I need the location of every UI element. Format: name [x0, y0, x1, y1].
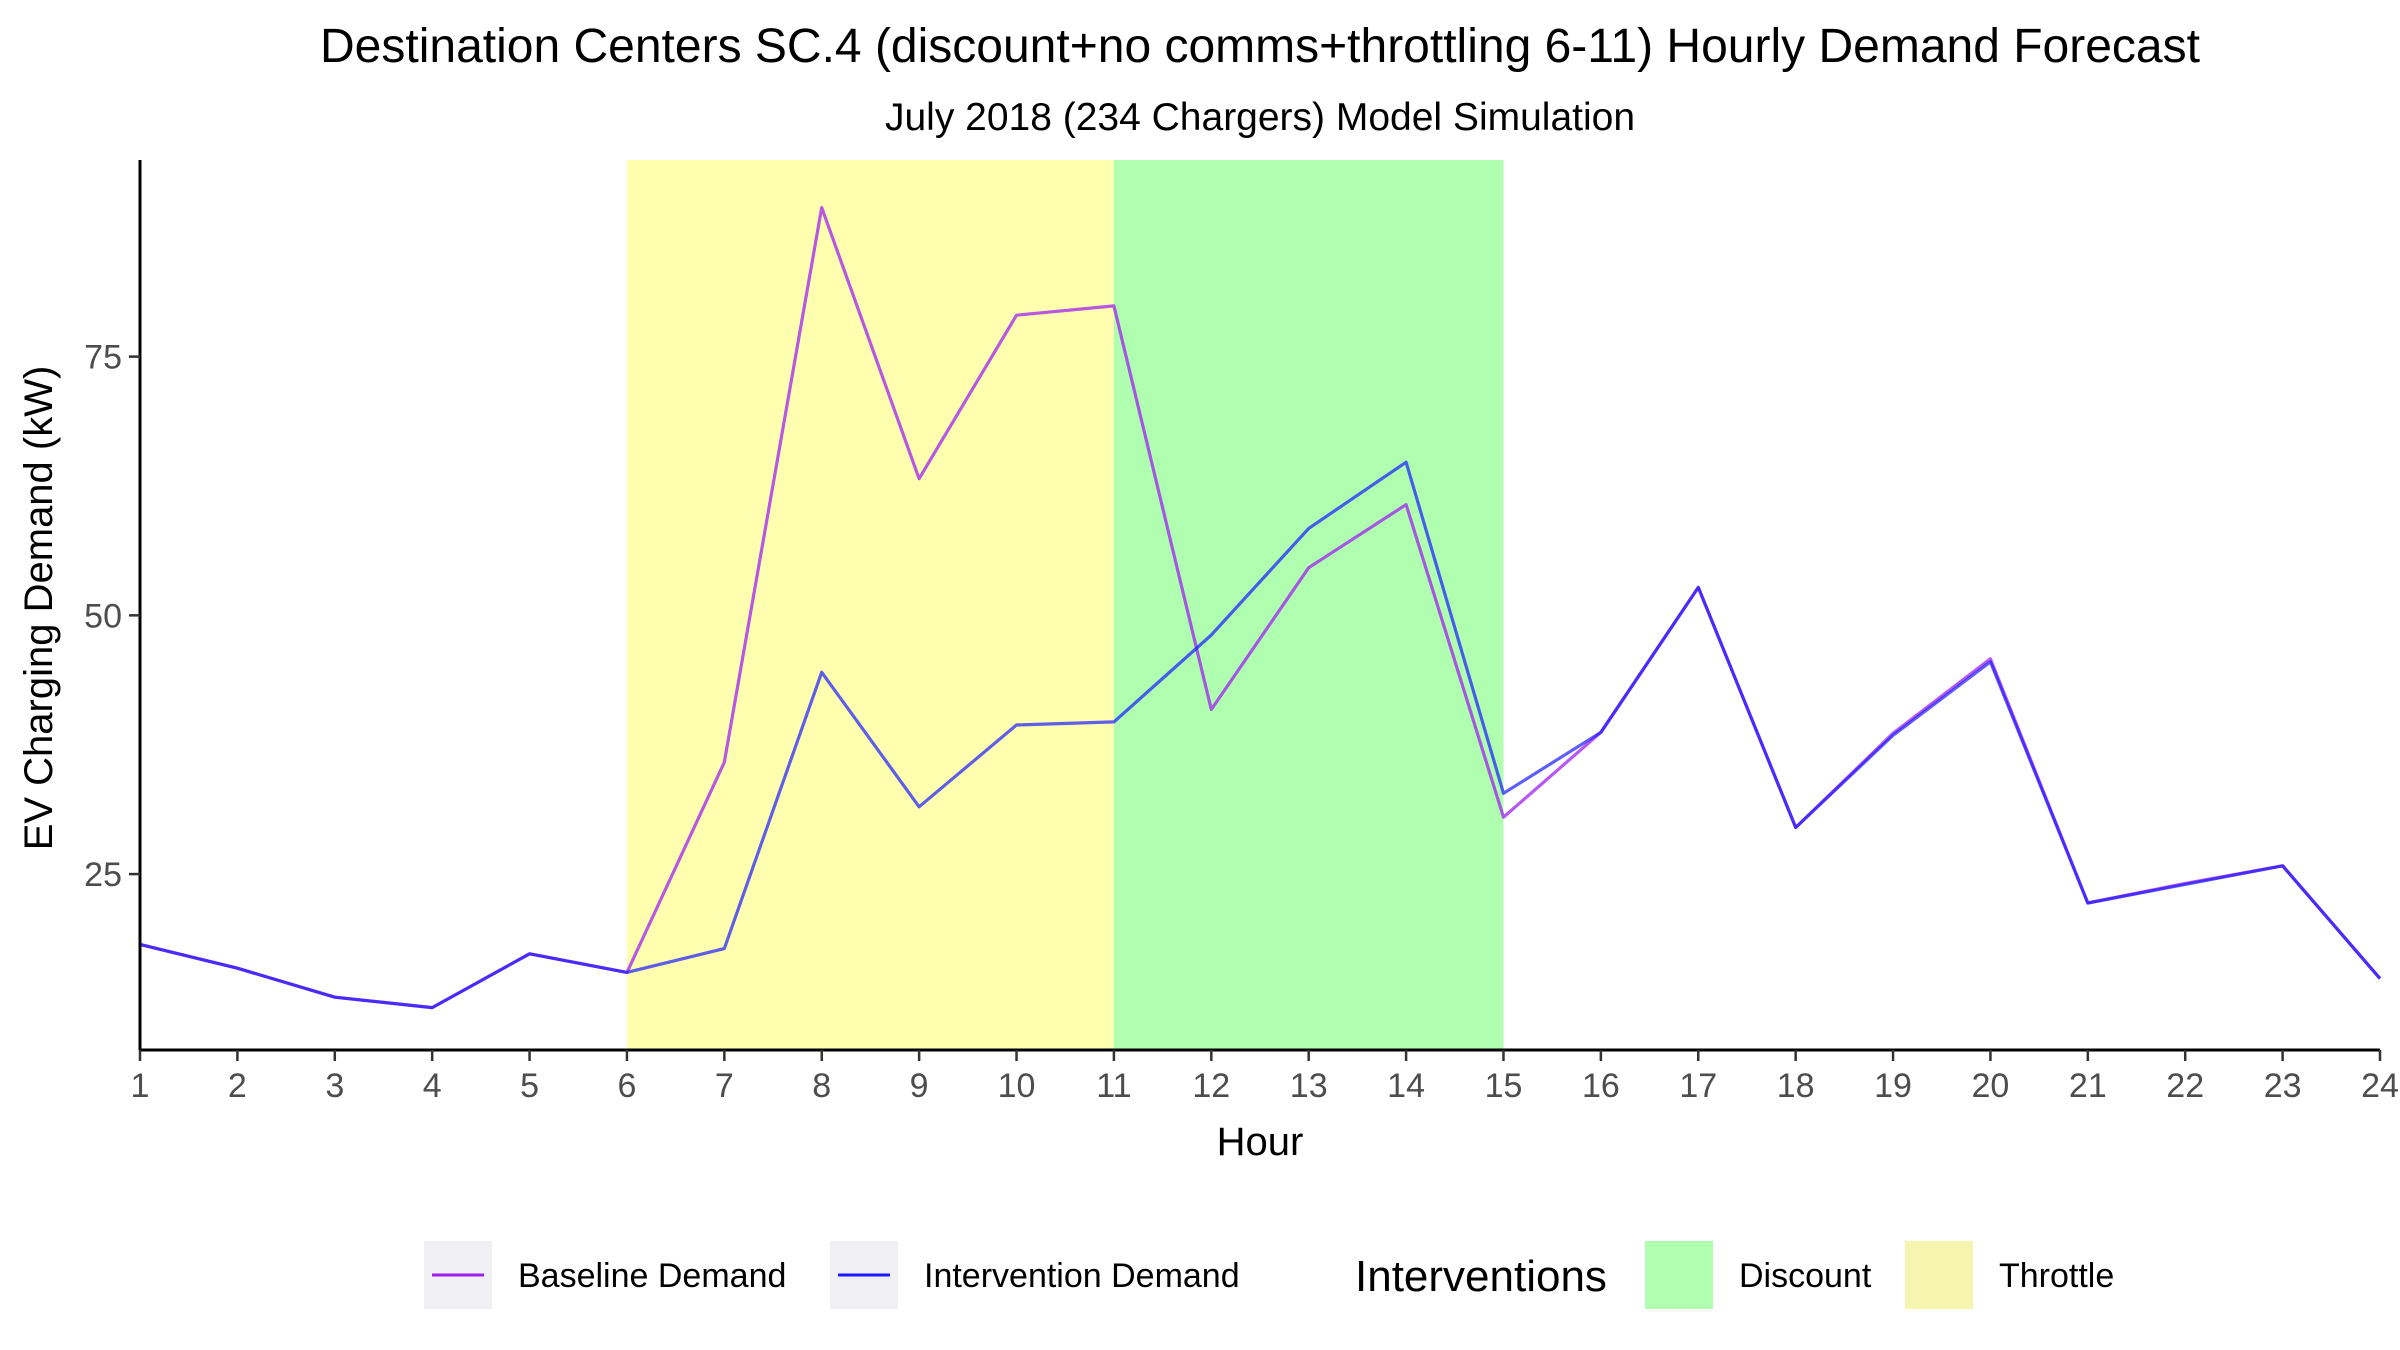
x-tick-label: 18 — [1777, 1067, 1815, 1105]
region-discount — [1113, 160, 1504, 1050]
x-tick-label: 17 — [1679, 1067, 1717, 1105]
x-tick-label: 19 — [1874, 1067, 1912, 1105]
x-tick-label: 10 — [998, 1067, 1036, 1105]
x-tick-label: 7 — [715, 1067, 734, 1105]
x-tick-label: 11 — [1096, 1067, 1131, 1105]
y-tick-label: 25 — [84, 856, 122, 894]
x-tick-label: 5 — [520, 1067, 539, 1105]
x-tick-label: 8 — [812, 1067, 831, 1105]
region-throttle — [626, 160, 1114, 1050]
legend-title: Interventions — [1355, 1252, 1607, 1301]
y-axis-title: EV Charging Demand (kW) — [17, 366, 61, 851]
x-tick-label: 3 — [325, 1067, 344, 1105]
chart-subtitle: July 2018 (234 Chargers) Model Simulatio… — [885, 96, 1635, 139]
legend-label: Discount — [1739, 1257, 1872, 1295]
x-tick-label: 16 — [1582, 1067, 1620, 1105]
x-tick-label: 15 — [1485, 1067, 1523, 1105]
legend-key-fill — [1905, 1241, 1973, 1309]
legend: Baseline Demand Intervention Demand Interv… — [424, 1241, 2114, 1309]
x-tick-label: 12 — [1192, 1067, 1230, 1105]
legend-key-fill — [1645, 1241, 1713, 1309]
x-tick-label: 1 — [131, 1067, 150, 1105]
x-tick-label: 23 — [2264, 1067, 2302, 1105]
y-tick-label: 75 — [84, 339, 122, 377]
legend-label: Intervention Demand — [924, 1257, 1240, 1295]
x-tick-label: 22 — [2166, 1067, 2204, 1105]
x-tick-label: 4 — [423, 1067, 442, 1105]
x-tick-label: 2 — [228, 1067, 247, 1105]
chart-title: Destination Centers SC.4 (discount+no co… — [320, 20, 2200, 73]
x-tick-label: 6 — [617, 1067, 636, 1105]
x-axis-title: Hour — [1217, 1120, 1304, 1164]
legend-label: Throttle — [1999, 1257, 2114, 1295]
x-tick-label: 14 — [1387, 1067, 1425, 1105]
x-tick-label: 13 — [1290, 1067, 1328, 1105]
x-tick-label: 20 — [1972, 1067, 2010, 1105]
legend-label: Baseline Demand — [518, 1257, 786, 1295]
x-tick-label: 21 — [2069, 1067, 2107, 1105]
x-tick-label: 24 — [2361, 1067, 2399, 1105]
series-line-intervention — [139, 460, 2382, 1010]
x-tick-label: 9 — [910, 1067, 929, 1105]
y-tick-label: 50 — [84, 597, 122, 635]
